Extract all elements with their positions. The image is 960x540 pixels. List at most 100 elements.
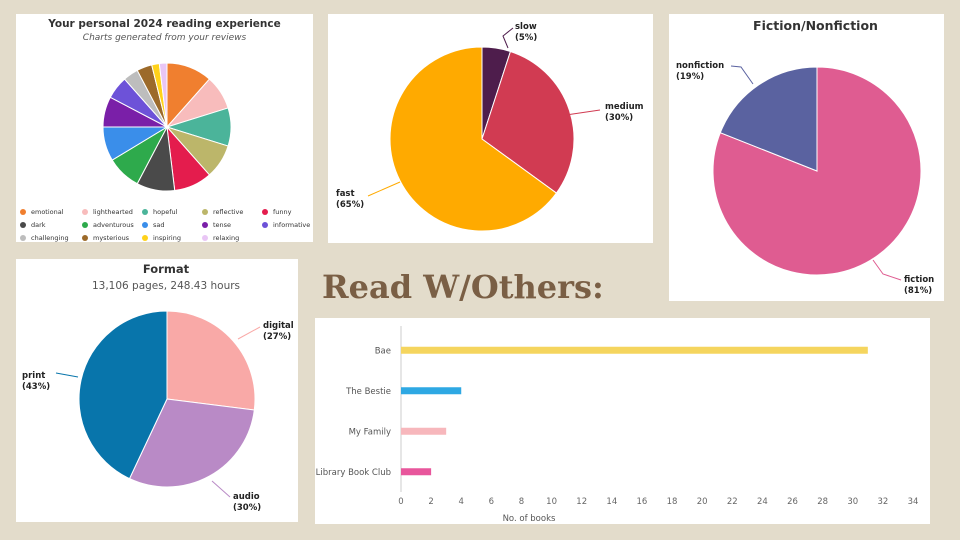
pace-label-slow: slow (5%) xyxy=(515,22,538,43)
x-tick-label: 18 xyxy=(667,497,678,507)
legend-label: emotional xyxy=(31,208,64,216)
format-label-audio: audio (30%) xyxy=(233,492,262,513)
format-leader-audio xyxy=(211,480,231,498)
pace-leader-slow xyxy=(502,27,514,49)
legend-swatch xyxy=(262,209,268,215)
legend-item-relaxing: relaxing xyxy=(202,234,239,242)
pace-label-medium: medium (30%) xyxy=(605,102,644,123)
x-axis-label: No. of books xyxy=(503,514,556,524)
x-tick-label: 32 xyxy=(877,497,888,507)
moods-pie xyxy=(102,62,232,192)
read-with-bar-chart: Bae The Bestie My Family Library Book Club 0… xyxy=(316,326,919,524)
legend-item-funny: funny xyxy=(262,208,292,216)
format-slice-audio xyxy=(128,398,255,488)
legend-label: informative xyxy=(273,221,311,229)
legend-swatch xyxy=(20,209,26,215)
pace-leader-fast xyxy=(367,181,401,197)
legend-swatch xyxy=(202,209,208,215)
category-label: Bae xyxy=(375,346,391,356)
x-tick-label: 12 xyxy=(576,497,587,507)
legend-label: hopeful xyxy=(153,208,178,216)
x-tick-label: 14 xyxy=(606,497,617,507)
x-tick-label: 20 xyxy=(697,497,708,507)
category-label: My Family xyxy=(349,427,391,437)
format-label-print: print (43%) xyxy=(22,371,51,392)
legend-swatch xyxy=(142,209,148,215)
legend-label: adventurous xyxy=(93,221,134,229)
legend-label: relaxing xyxy=(213,234,240,242)
legend-label: challenging xyxy=(31,234,69,242)
legend-item-emotional: emotional xyxy=(20,208,64,216)
fiction-leader-nonfiction xyxy=(730,65,754,85)
x-tick-label: 26 xyxy=(787,497,798,507)
legend-swatch xyxy=(142,222,148,228)
bar-bae xyxy=(401,346,868,354)
x-tick-label: 24 xyxy=(757,497,768,507)
x-tick-label: 10 xyxy=(546,497,557,507)
category-label: The Bestie xyxy=(345,387,391,397)
legend-label: funny xyxy=(273,208,292,216)
legend-label: dark xyxy=(31,221,46,229)
fiction-pie xyxy=(712,65,922,281)
pace-slice-fast xyxy=(389,46,558,232)
legend-item-mysterious: mysterious xyxy=(82,234,129,242)
fiction-chart-panel: Fiction/Nonfiction nonfiction (19%) ficti… xyxy=(669,14,944,301)
x-tick-label: 4 xyxy=(459,497,464,507)
legend-label: mysterious xyxy=(93,234,130,242)
legend-item-adventurous: adventurous xyxy=(82,221,134,229)
moods-chart-title: Your personal 2024 reading experience xyxy=(48,18,281,30)
legend-item-reflective: reflective xyxy=(202,208,243,216)
x-tick-label: 0 xyxy=(398,497,403,507)
legend-item-tense: tense xyxy=(202,221,231,229)
legend-item-hopeful: hopeful xyxy=(142,208,177,216)
legend-swatch xyxy=(202,235,208,241)
legend-label: sad xyxy=(153,221,165,229)
legend-swatch xyxy=(262,222,268,228)
bar-the-bestie xyxy=(401,387,462,395)
fiction-label-nonfiction: nonfiction (19%) xyxy=(676,61,725,82)
format-slice-digital xyxy=(166,310,256,411)
fiction-slice-nonfiction xyxy=(719,66,818,172)
category-label: Library Book Club xyxy=(316,468,391,478)
x-tick-label: 2 xyxy=(428,497,433,507)
format-leader-print xyxy=(55,372,79,378)
pace-leader-medium xyxy=(565,109,601,116)
legend-label: tense xyxy=(213,221,232,229)
read-with-others-heading: Read W/Others: xyxy=(322,268,604,306)
format-chart-subtitle: 13,106 pages, 248.43 hours xyxy=(91,280,241,292)
moods-slice-relaxing xyxy=(158,62,168,128)
fiction-leader-fiction xyxy=(872,259,902,281)
legend-swatch xyxy=(202,222,208,228)
pace-label-fast: fast (65%) xyxy=(336,189,365,210)
read-with-chart-panel: Bae The Bestie My Family Library Book Club 0… xyxy=(315,318,930,524)
legend-item-sad: sad xyxy=(142,221,165,229)
fiction-label-fiction: fiction (81%) xyxy=(904,275,935,296)
legend-swatch xyxy=(20,222,26,228)
format-leader-digital xyxy=(237,326,261,340)
legend-swatch xyxy=(20,235,26,241)
bar-library-book-club xyxy=(401,468,432,476)
x-tick-label: 34 xyxy=(908,497,919,507)
format-label-digital: digital (27%) xyxy=(263,321,294,342)
format-pie xyxy=(55,310,261,498)
x-tick-label: 30 xyxy=(847,497,858,507)
legend-swatch xyxy=(82,222,88,228)
bar-my-family xyxy=(401,427,447,435)
x-tick-label: 28 xyxy=(817,497,828,507)
fiction-chart-title: Fiction/Nonfiction xyxy=(753,18,878,33)
legend-swatch xyxy=(82,235,88,241)
legend-swatch xyxy=(82,209,88,215)
legend-item-inspiring: inspiring xyxy=(142,234,181,242)
legend-label: lighthearted xyxy=(93,208,133,216)
legend-item-dark: dark xyxy=(20,221,46,229)
x-tick-label: 16 xyxy=(637,497,648,507)
pace-chart-panel: slow (5%) medium (30%) fast (65%) xyxy=(328,14,653,243)
format-slice-print xyxy=(78,310,168,480)
format-chart-title: Format xyxy=(142,262,190,276)
x-tick-label: 8 xyxy=(519,497,524,507)
format-chart-panel: Format 13,106 pages, 248.43 hours digita… xyxy=(16,259,298,522)
x-tick-label: 22 xyxy=(727,497,738,507)
legend-label: reflective xyxy=(213,208,244,216)
legend-label: inspiring xyxy=(153,234,181,242)
legend-item-informative: informative xyxy=(262,221,310,229)
